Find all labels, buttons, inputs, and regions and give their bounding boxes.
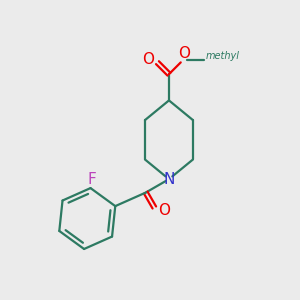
Text: methyl: methyl [206,51,239,62]
Text: O: O [178,46,190,61]
Text: O: O [158,203,170,218]
Text: N: N [163,172,175,187]
Text: O: O [142,52,154,67]
Text: F: F [87,172,96,187]
